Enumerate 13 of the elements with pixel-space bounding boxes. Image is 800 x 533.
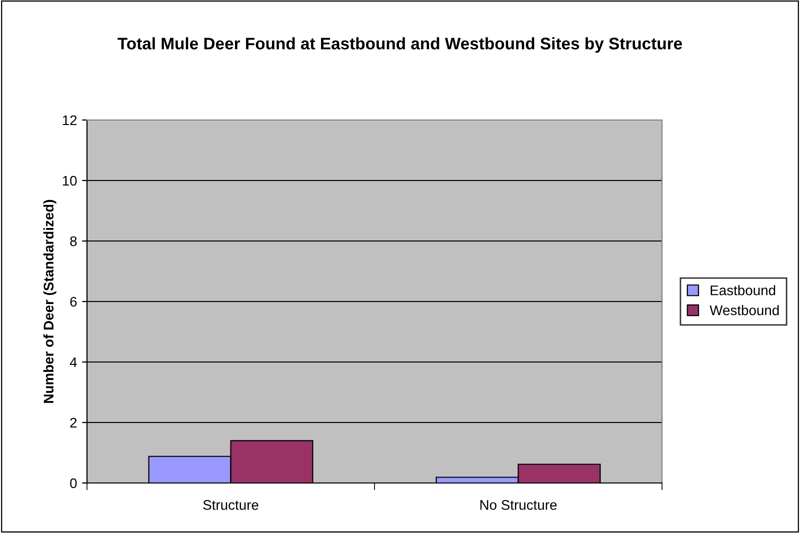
legend-label: Eastbound xyxy=(710,285,776,296)
x-tick-label: No Structure xyxy=(480,500,557,510)
y-tick-label: 4 xyxy=(70,357,77,368)
y-tick-label: 10 xyxy=(62,176,77,186)
x-tick-label: Structure xyxy=(203,500,258,510)
y-axis-title: Number of Deer (Standardized) xyxy=(43,200,56,403)
legend-label: Westbound xyxy=(710,305,779,316)
y-tick-label: 12 xyxy=(62,115,77,126)
y-tick-label: 0 xyxy=(70,478,77,488)
y-tick-label: 2 xyxy=(70,418,77,428)
y-tick-label: 6 xyxy=(70,296,77,307)
chart-title: Total Mule Deer Found at Eastbound and Westbound Sites by Structure xyxy=(118,37,682,53)
y-tick-label: 8 xyxy=(70,236,77,246)
